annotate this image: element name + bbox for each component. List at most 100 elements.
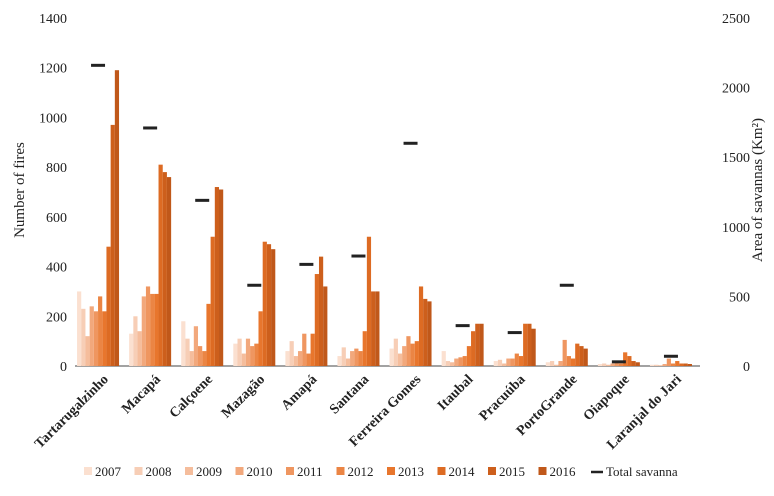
bar: [662, 364, 667, 366]
bar: [341, 347, 346, 366]
bar: [523, 323, 528, 366]
bar: [162, 172, 167, 366]
bar: [114, 70, 120, 366]
bar: [310, 333, 315, 366]
y-right-tick-label: 2000: [722, 82, 750, 97]
bar: [427, 301, 432, 366]
bar: [614, 361, 619, 366]
bar: [635, 362, 640, 366]
bar: [450, 362, 455, 366]
bar: [198, 346, 203, 366]
bar: [649, 364, 655, 366]
bar: [181, 321, 186, 366]
bar: [210, 236, 215, 366]
category-labels: Tartarugalzinho Macapá Calçoene Mazagão Amap…: [32, 372, 685, 453]
bar: [462, 356, 467, 366]
bar: [618, 363, 624, 366]
category-label: Santana: [327, 372, 372, 417]
bar: [575, 343, 580, 366]
legend-label: 2014: [449, 464, 476, 479]
bar: [471, 331, 476, 366]
bar: [510, 358, 515, 366]
bar: [583, 348, 588, 366]
bar: [233, 343, 238, 366]
bar: [423, 298, 428, 366]
bar: [527, 323, 532, 366]
y-left-tick-label: 400: [46, 261, 67, 276]
legend-label: 2010: [247, 464, 273, 479]
bar: [393, 338, 398, 366]
bar: [402, 346, 407, 366]
bar: [562, 339, 567, 366]
bar: [297, 351, 303, 366]
legend-label: 2016: [550, 464, 577, 479]
legend-label: Total savanna: [606, 464, 678, 479]
category-label: Calçoene: [167, 372, 216, 421]
legend-swatch: [387, 467, 395, 475]
legend-label: 2011: [297, 464, 323, 479]
bar: [602, 363, 607, 366]
bar: [406, 336, 411, 366]
bar: [302, 333, 307, 366]
bar: [214, 187, 220, 366]
bar: [362, 331, 367, 366]
bar: [658, 365, 663, 366]
category-label: Tartarugalzinho: [32, 372, 112, 452]
bar: [610, 363, 615, 366]
bar: [627, 356, 632, 366]
legend-swatch: [336, 467, 345, 475]
bar: [545, 362, 550, 366]
bar: [566, 356, 571, 366]
legend-swatch: [488, 467, 496, 475]
bar: [262, 241, 267, 366]
bar: [350, 351, 355, 366]
bar: [683, 363, 688, 366]
bar: [154, 293, 159, 366]
bar: [237, 338, 242, 366]
bar: [687, 364, 692, 366]
legend-label: 2009: [196, 464, 222, 479]
bar: [549, 361, 555, 366]
bar: [454, 358, 459, 366]
bar: [414, 341, 419, 366]
bar: [337, 356, 342, 366]
bar: [514, 353, 519, 366]
bar: [679, 363, 684, 366]
bar: [531, 328, 536, 366]
bar: [675, 361, 680, 366]
bar: [306, 353, 311, 366]
bar: [85, 336, 90, 366]
bar: [77, 291, 82, 366]
bar: [371, 291, 376, 366]
bar: [202, 351, 207, 366]
bar: [354, 348, 359, 366]
category-label: Itaubal: [435, 372, 476, 413]
bar: [98, 296, 103, 366]
bar: [518, 356, 524, 366]
bar: [389, 348, 394, 366]
bar: [254, 343, 259, 366]
bar: [206, 303, 211, 366]
bar: [441, 351, 446, 366]
bar: [166, 177, 172, 366]
bar: [189, 351, 194, 366]
y-axis-right-label: Area of savannas (Km²): [750, 118, 766, 262]
legend-swatch: [84, 467, 92, 475]
bar: [502, 363, 507, 366]
category-label: Macapá: [119, 372, 164, 417]
axes: 0 200 400 600 800 1000 1200 1400 0 500 1000 1500 200…: [39, 12, 750, 375]
bar: [150, 293, 155, 366]
y-left-tick-label: 1200: [39, 62, 67, 77]
y-right-tick-label: 1500: [722, 151, 750, 166]
y-left-tick-label: 600: [46, 211, 67, 226]
bar: [141, 296, 146, 366]
bar: [497, 359, 503, 366]
bar: [631, 361, 636, 366]
bar: [129, 333, 134, 366]
y-right-tick-label: 1000: [722, 221, 750, 236]
bar: [193, 326, 199, 366]
bar: [466, 346, 472, 366]
bar: [266, 244, 272, 366]
bar: [493, 361, 498, 366]
